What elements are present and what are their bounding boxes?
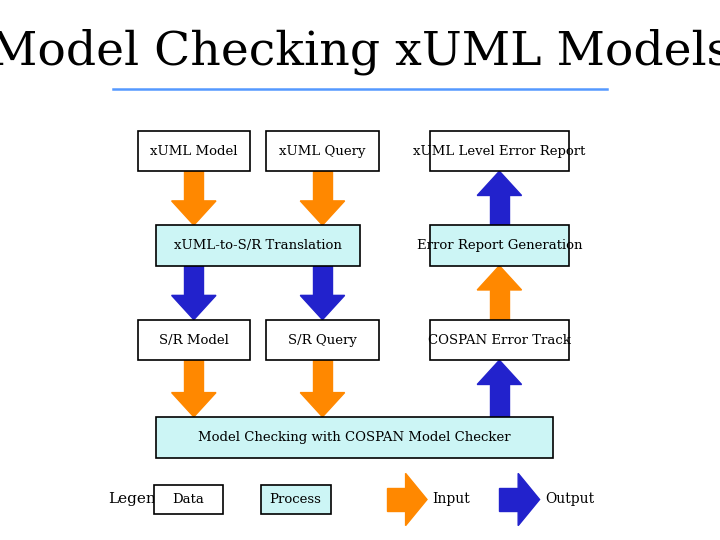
Polygon shape: [300, 295, 345, 320]
Text: Legend:: Legend:: [108, 492, 171, 507]
Text: Output: Output: [545, 492, 594, 507]
Polygon shape: [171, 393, 216, 417]
Polygon shape: [490, 195, 509, 225]
Polygon shape: [312, 360, 332, 393]
Polygon shape: [490, 384, 509, 417]
Polygon shape: [490, 290, 509, 320]
FancyBboxPatch shape: [138, 131, 250, 172]
Text: COSPAN Error Track: COSPAN Error Track: [428, 334, 571, 347]
Polygon shape: [518, 474, 539, 525]
Text: Process: Process: [270, 493, 322, 506]
Text: Error Report Generation: Error Report Generation: [417, 239, 582, 252]
Polygon shape: [171, 295, 216, 320]
FancyBboxPatch shape: [156, 417, 553, 458]
Polygon shape: [312, 171, 332, 201]
Text: Model Checking with COSPAN Model Checker: Model Checking with COSPAN Model Checker: [198, 431, 511, 444]
FancyBboxPatch shape: [156, 226, 360, 266]
Polygon shape: [184, 360, 204, 393]
Text: Model Checking xUML Models: Model Checking xUML Models: [0, 28, 720, 75]
FancyBboxPatch shape: [266, 320, 379, 361]
Polygon shape: [300, 393, 345, 417]
Polygon shape: [477, 360, 521, 384]
FancyBboxPatch shape: [153, 485, 223, 514]
Polygon shape: [477, 266, 521, 290]
Polygon shape: [300, 201, 345, 225]
Text: Data: Data: [173, 493, 204, 506]
Text: xUML Query: xUML Query: [279, 145, 366, 158]
FancyBboxPatch shape: [266, 131, 379, 172]
Text: xUML Model: xUML Model: [150, 145, 238, 158]
Text: xUML-to-S/R Translation: xUML-to-S/R Translation: [174, 239, 342, 252]
Polygon shape: [387, 488, 405, 511]
Text: S/R Query: S/R Query: [288, 334, 357, 347]
Polygon shape: [184, 171, 204, 201]
FancyBboxPatch shape: [138, 320, 250, 361]
Polygon shape: [500, 488, 518, 511]
Text: Input: Input: [433, 492, 470, 507]
Polygon shape: [171, 201, 216, 225]
FancyBboxPatch shape: [430, 226, 569, 266]
Text: S/R Model: S/R Model: [159, 334, 229, 347]
FancyBboxPatch shape: [261, 485, 330, 514]
Polygon shape: [477, 171, 521, 195]
FancyBboxPatch shape: [430, 131, 569, 172]
Polygon shape: [405, 474, 427, 525]
Text: xUML Level Error Report: xUML Level Error Report: [413, 145, 585, 158]
FancyBboxPatch shape: [430, 320, 569, 361]
Polygon shape: [184, 266, 204, 295]
Polygon shape: [312, 266, 332, 295]
